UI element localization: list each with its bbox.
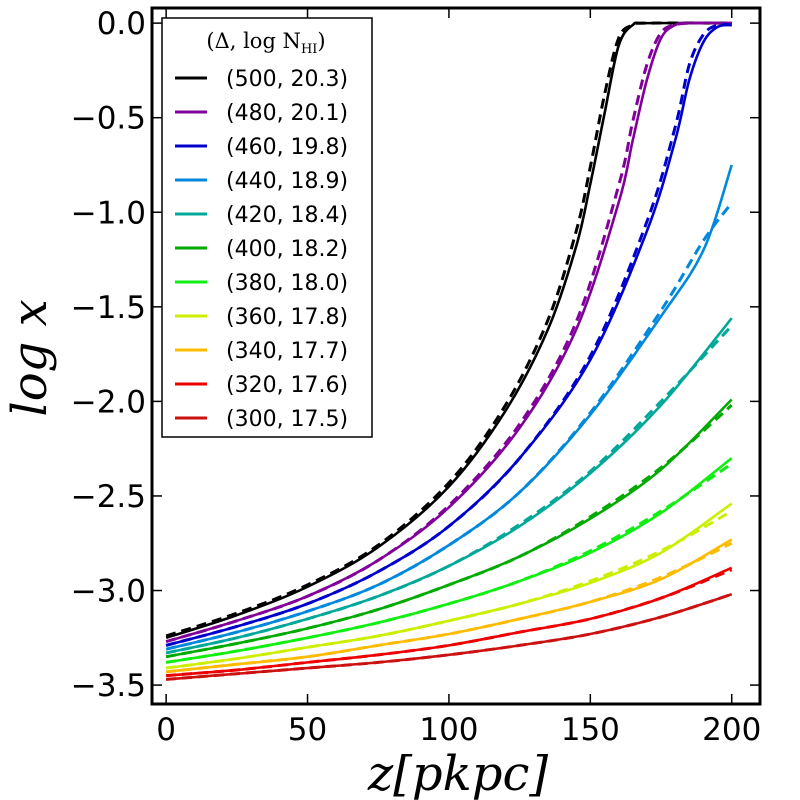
x-tick-label: 150	[561, 712, 620, 748]
series-8-line	[166, 538, 733, 674]
y-tick-label: 0.0	[97, 6, 146, 42]
y-tick-label: −2.5	[71, 479, 146, 515]
series-7-line	[165, 502, 733, 670]
series-2-line	[165, 23, 732, 647]
legend-entry: (400, 18.2)	[175, 237, 348, 262]
legend-label: (440, 18.9)	[226, 169, 348, 194]
legend-entry: (340, 17.7)	[175, 339, 348, 364]
y-tick-label: −2.0	[71, 384, 146, 420]
y-tick-label: −1.0	[71, 195, 146, 231]
y-tick-label: −0.5	[71, 101, 146, 137]
legend-entry: (300, 17.5)	[175, 407, 348, 432]
legend-box	[161, 17, 373, 438]
legend-entry: (320, 17.6)	[175, 373, 348, 398]
legend-label: (420, 18.4)	[226, 203, 348, 228]
x-tick-label: 50	[288, 712, 327, 748]
series-5-line	[165, 398, 733, 658]
series-0-line	[165, 21, 732, 640]
legend: (Δ, log NHI) (500, 20.3) (480, 20.1) (460,…	[161, 17, 373, 438]
legend-label: (400, 18.2)	[226, 237, 348, 262]
legend-entry: (500, 20.3)	[175, 67, 348, 92]
y-tick-label: −3.5	[71, 668, 146, 704]
legend-entry: (420, 18.4)	[175, 203, 348, 228]
x-tick-label: 0	[156, 712, 176, 748]
series-6-line	[165, 457, 733, 664]
series-6-dashed-line	[165, 462, 733, 664]
legend-entry: (440, 18.9)	[175, 169, 348, 194]
legend-label: (360, 17.8)	[226, 305, 348, 330]
legend-title: (Δ, log NHI)	[206, 29, 325, 57]
series-1-line	[165, 21, 732, 643]
series-layer	[165, 21, 733, 681]
ticks-layer: 0 50 100 150 200 0.0 −0.5 −1.0 −1.5 −2.0 −2.5 −3.0 −…	[71, 6, 762, 748]
plot-frame	[150, 6, 762, 706]
legend-entry: (460, 19.8)	[175, 135, 348, 160]
y-tick-label: −3.0	[71, 574, 146, 610]
y-tick-label: −1.5	[71, 290, 146, 326]
legend-title-subscript: HI	[301, 42, 317, 57]
x-tick-label: 200	[702, 712, 761, 748]
legend-label: (320, 17.6)	[226, 373, 348, 398]
legend-label: (500, 20.3)	[226, 67, 348, 92]
legend-entry: (360, 17.8)	[175, 305, 348, 330]
legend-label: (480, 20.1)	[226, 101, 348, 126]
legend-label: (380, 18.0)	[226, 271, 348, 296]
series-5-dashed-line	[165, 404, 733, 659]
legend-entries: (500, 20.3) (480, 20.1) (460, 19.8) (440, 1…	[175, 67, 348, 432]
x-axis-title: z[pkpc]	[367, 746, 548, 800]
legend-entry: (380, 18.0)	[175, 271, 348, 296]
y-axis-title: log x	[2, 299, 58, 416]
series-10-line	[166, 593, 733, 681]
x-tick-label: 100	[419, 712, 478, 748]
legend-label: (300, 17.5)	[226, 407, 348, 432]
legend-label: (340, 17.7)	[226, 339, 348, 364]
series-9-line	[166, 566, 733, 677]
series-3-line	[165, 164, 733, 651]
series-4-line	[165, 317, 733, 655]
series-8-dashed-line	[165, 541, 733, 674]
legend-label: (460, 19.8)	[226, 135, 348, 160]
legend-entry: (480, 20.1)	[175, 101, 348, 126]
